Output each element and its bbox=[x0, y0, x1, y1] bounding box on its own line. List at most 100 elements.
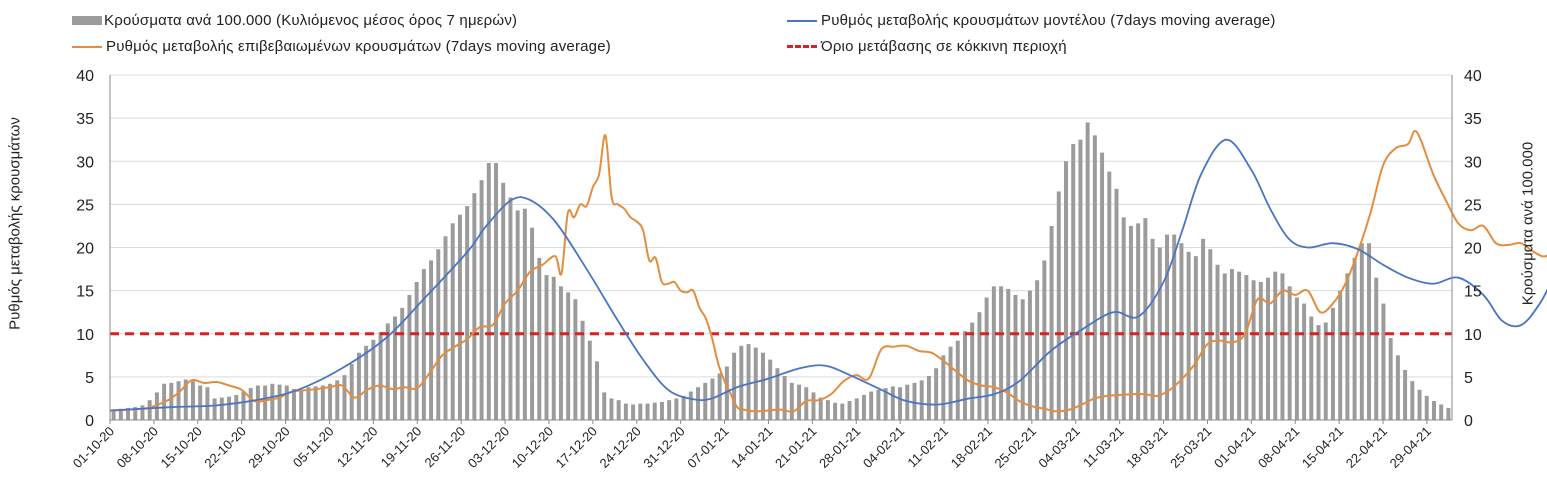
bar bbox=[450, 223, 455, 420]
bar bbox=[494, 162, 498, 420]
bar bbox=[645, 403, 650, 420]
bar bbox=[1309, 316, 1314, 420]
bar bbox=[537, 257, 542, 420]
bar bbox=[111, 409, 116, 420]
bar bbox=[320, 385, 325, 420]
bar bbox=[1092, 135, 1097, 420]
bar bbox=[1136, 223, 1141, 420]
bar bbox=[1229, 269, 1234, 420]
bar bbox=[1056, 191, 1061, 420]
bar bbox=[1193, 256, 1198, 420]
bar bbox=[609, 398, 614, 420]
bar bbox=[1078, 139, 1083, 420]
bar bbox=[205, 387, 210, 420]
legend-item-threshold: Όριο μετάβασης σε κόκκινη περιοχή bbox=[787, 38, 1067, 55]
bar bbox=[1352, 257, 1357, 420]
bar bbox=[385, 323, 390, 420]
legend-label-confirmed: Ρυθμός μεταβολής επιβεβαιωμένων κρουσμάτ… bbox=[106, 38, 611, 55]
x-tick-label: 08-04-21 bbox=[1255, 424, 1302, 471]
bar bbox=[631, 404, 636, 420]
bar bbox=[623, 403, 628, 420]
y-axis-right-label: Κρούσματα ανά 100.000 bbox=[1519, 141, 1537, 306]
bar bbox=[1359, 243, 1364, 420]
bar bbox=[212, 398, 217, 420]
x-tick-label: 18-02-21 bbox=[948, 424, 995, 471]
bar bbox=[1165, 234, 1169, 420]
bar bbox=[277, 384, 282, 420]
x-tick-label: 26-11-20 bbox=[422, 424, 469, 471]
bar bbox=[1064, 161, 1068, 420]
bar bbox=[1330, 307, 1335, 420]
bar bbox=[652, 402, 657, 420]
bar bbox=[1439, 404, 1444, 420]
line-model-cases bbox=[109, 138, 1547, 412]
bar bbox=[479, 180, 484, 420]
bar bbox=[1381, 303, 1386, 420]
bar bbox=[732, 352, 737, 420]
bar bbox=[1244, 275, 1249, 420]
legend-label-bars: Κρούσματα ανά 100.000 (Κυλιόμενος μέσος … bbox=[104, 12, 518, 29]
bar bbox=[941, 355, 946, 420]
bar bbox=[1215, 264, 1220, 420]
bar bbox=[558, 286, 563, 420]
bar bbox=[861, 394, 866, 420]
bar bbox=[234, 394, 239, 420]
bar bbox=[898, 387, 903, 420]
bar bbox=[1345, 273, 1350, 420]
bar bbox=[753, 347, 758, 420]
bar bbox=[638, 403, 643, 420]
bar bbox=[811, 392, 816, 420]
bar bbox=[378, 332, 383, 420]
x-tick-label: 22-04-21 bbox=[1343, 424, 1390, 471]
bar bbox=[190, 381, 195, 420]
bar bbox=[1446, 407, 1451, 420]
bar bbox=[717, 373, 722, 420]
x-tick-label: 12-11-20 bbox=[334, 424, 381, 471]
y-tick-label-right: 5 bbox=[1464, 370, 1473, 387]
bar bbox=[984, 297, 989, 420]
bar bbox=[1323, 322, 1328, 420]
bar bbox=[825, 400, 830, 420]
bar bbox=[696, 387, 701, 420]
bar bbox=[746, 344, 751, 420]
bar bbox=[313, 386, 318, 420]
bar bbox=[869, 391, 874, 420]
legend-swatch-red-dash bbox=[787, 45, 817, 48]
bar bbox=[1201, 238, 1206, 420]
bar bbox=[1042, 260, 1047, 420]
bar bbox=[508, 197, 513, 420]
x-tick-label: 14-01-21 bbox=[728, 424, 775, 471]
bar bbox=[616, 400, 621, 420]
bar bbox=[804, 387, 809, 420]
bar bbox=[768, 359, 773, 420]
bar bbox=[724, 366, 729, 420]
bar bbox=[566, 292, 571, 420]
legend-swatch-orange-line bbox=[72, 45, 102, 48]
bar bbox=[248, 388, 253, 420]
bar bbox=[1121, 217, 1126, 420]
y-axis-left-label: Ρυθμός μεταβολής κρουσμάτων bbox=[6, 117, 24, 330]
y-tick-label-left: 35 bbox=[76, 111, 94, 128]
bar bbox=[457, 214, 462, 420]
bar bbox=[342, 375, 347, 420]
bar bbox=[1035, 280, 1040, 420]
bar bbox=[263, 385, 268, 420]
bar bbox=[1172, 234, 1177, 420]
bar bbox=[364, 345, 369, 420]
bar bbox=[854, 398, 859, 420]
bar bbox=[443, 236, 448, 420]
bar bbox=[1302, 303, 1307, 420]
x-tick-label: 21-01-21 bbox=[772, 424, 819, 471]
legend-label-threshold: Όριο μετάβασης σε κόκκινη περιοχή bbox=[821, 38, 1067, 55]
bar bbox=[1294, 297, 1299, 420]
bar bbox=[284, 385, 289, 420]
x-tick-label: 28-01-21 bbox=[816, 424, 863, 471]
bar bbox=[335, 380, 340, 420]
bar bbox=[977, 312, 982, 420]
bar bbox=[674, 398, 679, 420]
bar bbox=[522, 208, 527, 420]
bar bbox=[1338, 290, 1343, 420]
bar bbox=[926, 376, 931, 420]
bar bbox=[1403, 369, 1408, 420]
x-tick-label: 25-02-21 bbox=[992, 424, 1039, 471]
